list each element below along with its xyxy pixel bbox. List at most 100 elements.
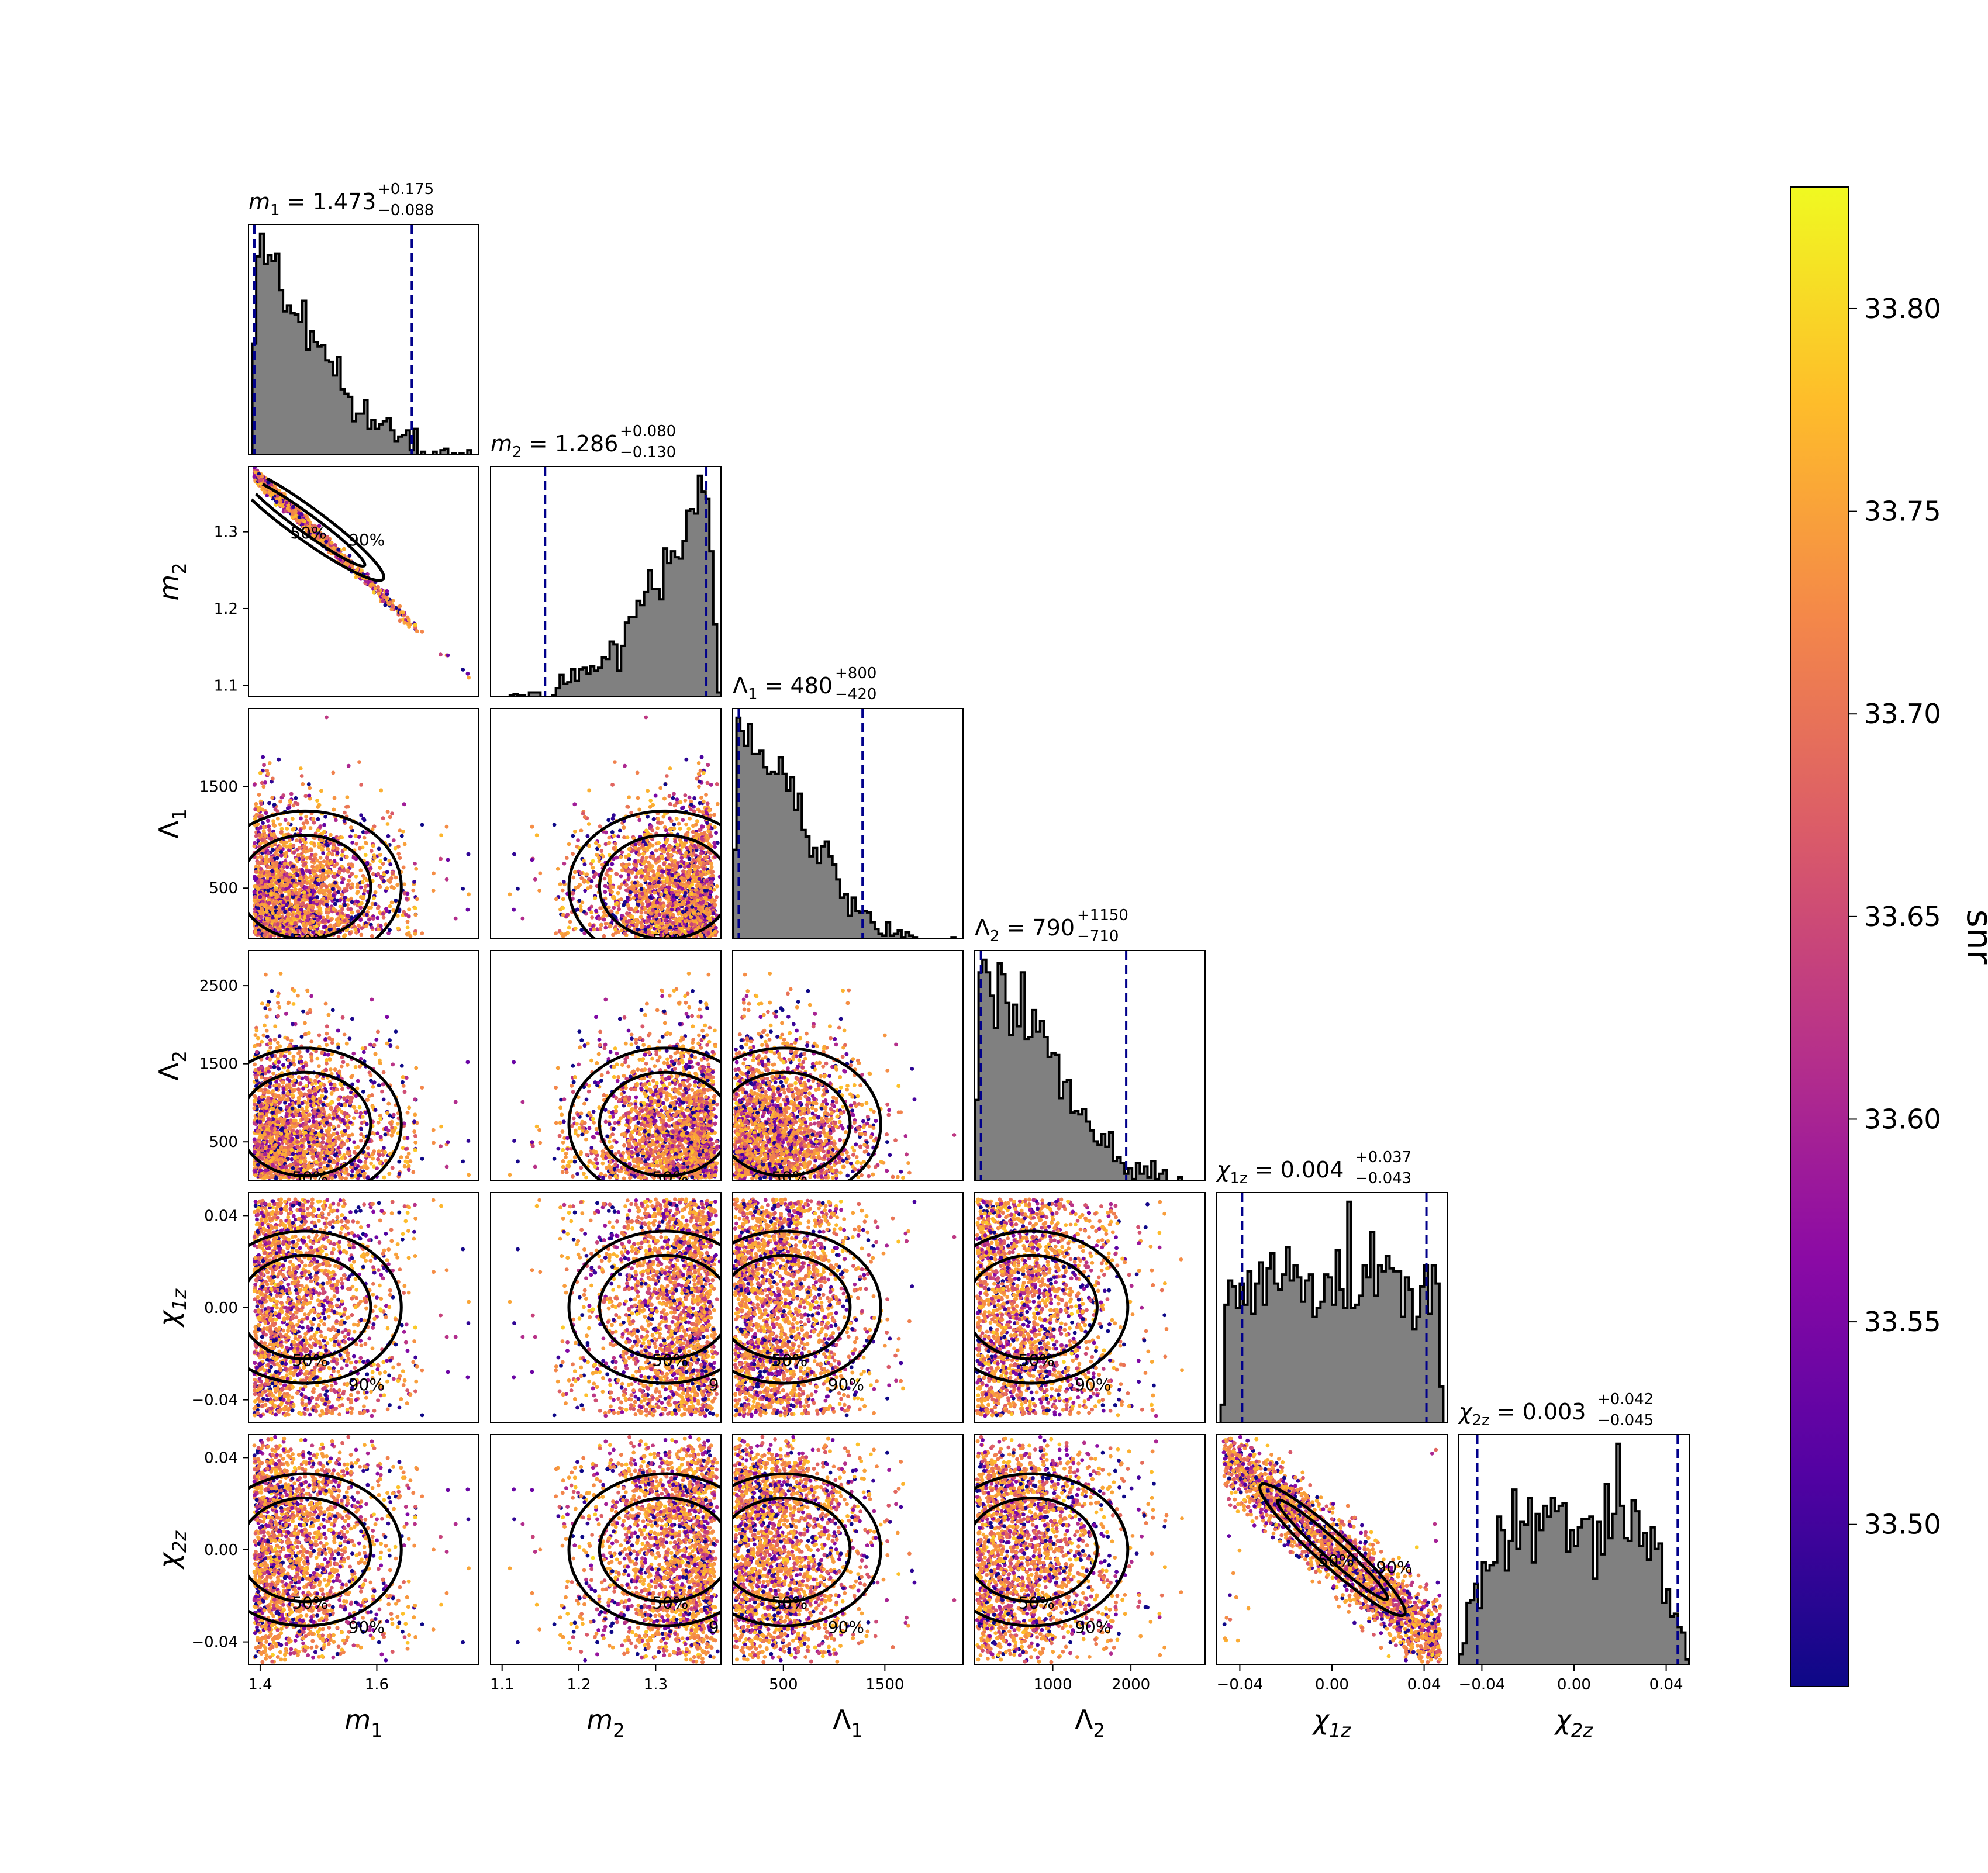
point [537,889,541,893]
point [309,897,313,901]
point [343,889,347,893]
point [287,822,291,826]
point [388,928,392,932]
point [356,909,360,913]
point [374,890,378,894]
y-tick-label: 1.2 [214,600,238,618]
point [351,856,356,860]
point [432,871,436,875]
y-axis-label-m2: m2 [153,562,191,600]
point [461,887,465,891]
point [278,864,282,868]
point [439,857,443,861]
point [466,908,470,912]
point [388,600,392,604]
point [384,596,388,600]
y-tick-label: 1.3 [214,524,238,541]
point [257,479,261,483]
point [327,890,331,894]
point [445,825,449,829]
point [370,849,374,853]
point [607,906,611,910]
point [299,512,303,516]
point [372,896,376,900]
point [284,818,288,822]
point [350,900,354,904]
point [325,903,329,907]
point [396,927,401,931]
point [275,500,279,504]
point [325,884,329,889]
point [301,838,305,842]
point [692,796,696,800]
point [271,911,275,915]
point [296,882,301,886]
point [315,799,319,803]
point [258,771,263,775]
point [316,805,320,809]
point [350,911,354,915]
point [254,930,258,934]
point [298,846,302,850]
point [385,909,389,913]
point [516,887,520,891]
point [382,915,386,920]
point [286,913,290,917]
point [288,800,292,804]
point [613,760,617,764]
point [278,800,282,804]
point [340,915,344,919]
point [403,842,407,846]
point [298,925,302,929]
point [376,906,380,910]
point [333,902,337,906]
point [285,827,289,831]
point [280,883,284,887]
point [318,906,322,910]
point [343,933,347,937]
point [321,869,325,873]
point [346,883,350,887]
point [388,862,392,866]
point [336,847,340,851]
point [407,907,411,911]
point [319,900,323,904]
point [299,908,303,912]
point [261,821,265,825]
point [272,903,276,907]
point [364,924,368,928]
point [254,471,258,475]
point [345,855,349,859]
point [286,845,290,849]
point [258,855,263,859]
point [301,856,305,860]
point [360,901,364,906]
point [315,899,319,903]
point [336,548,340,552]
point [297,898,301,902]
point [299,902,303,906]
point [398,856,402,860]
point [398,604,402,609]
point [626,835,630,839]
point [333,881,337,885]
point [309,841,313,845]
point [291,879,295,883]
point [332,808,336,812]
point [338,867,342,871]
point [276,922,280,927]
point [295,519,299,523]
point [292,803,296,807]
title-lower-m1: −0.088 [378,202,434,219]
point [675,817,679,821]
point [315,895,319,899]
point [298,828,302,832]
point [294,796,298,800]
point [306,914,310,918]
point [386,822,390,826]
point [311,858,315,862]
point [262,829,266,833]
point [302,821,306,825]
point [374,902,378,906]
